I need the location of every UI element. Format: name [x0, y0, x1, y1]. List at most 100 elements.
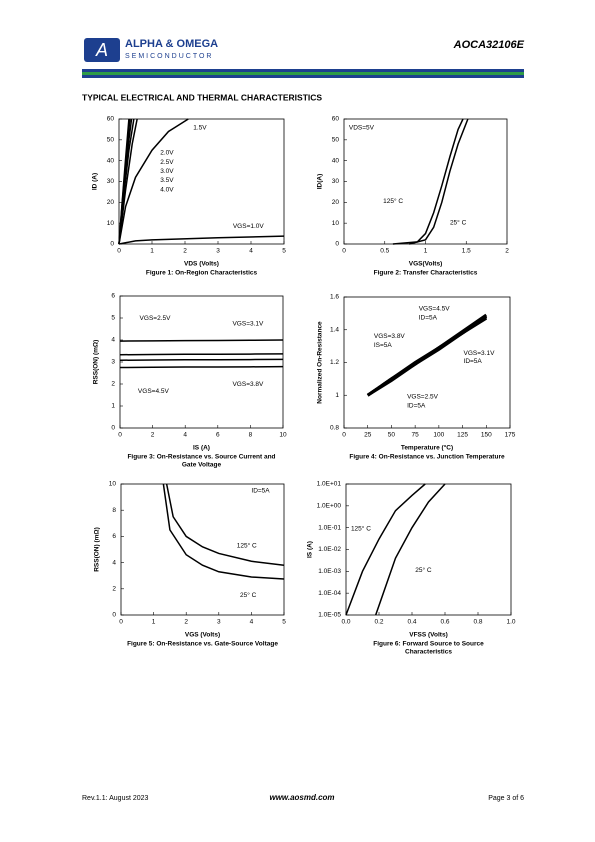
- annotation: VGS=3.8V: [232, 381, 264, 388]
- series-line: [119, 358, 284, 361]
- y-tick-label: 0.8: [330, 425, 339, 432]
- plot-frame: [119, 295, 284, 429]
- x-tick-label: 75: [412, 432, 420, 439]
- y-tick-label: 0: [112, 612, 116, 619]
- x-tick-label: 25: [364, 432, 372, 439]
- annotation: 25° C: [415, 566, 432, 574]
- y-tick-label: 1: [335, 392, 339, 399]
- part-number: AOCA32106E: [453, 39, 525, 51]
- x-tick-label: 4: [250, 619, 254, 626]
- y-axis-label: ID (A): [92, 173, 99, 190]
- annotation: 25° C: [240, 591, 257, 599]
- x-tick-label: 125: [457, 432, 468, 439]
- y-tick-label: 60: [332, 116, 340, 123]
- website: www.aosmd.com: [269, 793, 334, 802]
- x-tick-label: 2: [505, 248, 509, 255]
- logo-glyph: A: [95, 40, 108, 60]
- x-tick-label: 0.4: [407, 619, 416, 626]
- rule: [82, 72, 524, 75]
- x-tick-label: 2: [151, 432, 155, 439]
- y-tick-label: 1.0E-02: [318, 546, 341, 553]
- series-line: [366, 315, 488, 397]
- plot-frame: [343, 296, 511, 429]
- annotation: VGS=2.5V: [407, 393, 439, 400]
- y-axis-label: Normalized On-Resistance: [317, 321, 324, 404]
- annotation: VGS=4.5V: [138, 388, 170, 395]
- chart-title: Figure 1: On-Region Characteristics: [146, 270, 258, 277]
- annotation: 125° C: [351, 524, 371, 532]
- plot-frame: [343, 118, 508, 245]
- y-tick-label: 3: [111, 359, 115, 366]
- x-tick-label: 0: [118, 432, 122, 439]
- rule: [82, 69, 524, 72]
- y-tick-label: 1.4: [330, 326, 339, 333]
- y-tick-label: 1.6: [330, 294, 339, 301]
- plot-frame: [120, 483, 285, 616]
- company: ALPHA & OMEGA: [125, 38, 218, 50]
- x-tick-label: 175: [505, 432, 516, 439]
- chart-title: Figure 6: Forward Source to Source: [373, 641, 484, 648]
- chart-title: Figure 5: On-Resistance vs. Gate-Source …: [127, 641, 278, 648]
- x-axis-label: VGS (Volts): [185, 632, 220, 639]
- y-tick-label: 2: [112, 586, 116, 593]
- y-tick-label: 1: [111, 403, 115, 410]
- y-tick-label: 10: [109, 481, 117, 488]
- series-line: [165, 483, 285, 566]
- x-tick-label: 1: [152, 619, 156, 626]
- y-tick-label: 1.0E-04: [318, 590, 341, 597]
- series-line: [162, 483, 285, 580]
- annotation: IS=5A: [374, 342, 393, 349]
- x-tick-label: 1: [150, 248, 154, 255]
- x-tick-label: 8: [249, 432, 253, 439]
- plot-frame: [345, 483, 512, 616]
- annotation: ID=5A: [464, 358, 483, 365]
- rule: [82, 75, 524, 78]
- division: SEMICONDUCTOR: [125, 53, 213, 60]
- x-tick-label: 0.5: [380, 248, 389, 255]
- series-line: [118, 118, 189, 245]
- series-line: [345, 483, 426, 616]
- annotation: 125° C: [237, 541, 257, 549]
- y-tick-label: 5: [111, 315, 115, 322]
- series-line: [119, 365, 284, 369]
- y-tick-label: 10: [332, 220, 340, 227]
- x-tick-label: 0.8: [473, 619, 482, 626]
- annotation: VGS=3.1V: [464, 350, 496, 357]
- y-tick-label: 50: [107, 137, 115, 144]
- x-tick-label: 0.0: [341, 619, 350, 626]
- annotation: 3.5V: [160, 177, 174, 184]
- x-axis-label: VFSS (Volts): [409, 632, 448, 639]
- x-tick-label: 1.5: [462, 248, 471, 255]
- y-tick-label: 0: [111, 425, 115, 432]
- chart-title: Gate Voltage: [182, 462, 222, 469]
- annotation: 25° C: [450, 218, 467, 226]
- x-tick-label: 1: [424, 248, 428, 255]
- x-tick-label: 3: [217, 619, 221, 626]
- x-axis-label: IS (A): [193, 445, 210, 452]
- x-tick-label: 50: [388, 432, 396, 439]
- y-tick-label: 20: [332, 199, 340, 206]
- y-tick-label: 20: [107, 199, 115, 206]
- y-axis-label: RSS(ON) (mΩ): [93, 340, 100, 385]
- annotation: VDS=5V: [349, 124, 375, 131]
- chart-title: Figure 4: On-Resistance vs. Junction Tem…: [349, 454, 505, 461]
- annotation: 125° C: [383, 197, 403, 205]
- y-tick-label: 6: [111, 293, 115, 300]
- annotation: VGS=3.8V: [374, 333, 406, 340]
- y-axis-label: RSS(ON) (mΩ): [94, 527, 101, 572]
- y-tick-label: 1.0E+00: [317, 503, 342, 510]
- y-tick-label: 30: [332, 178, 340, 185]
- x-tick-label: 0.6: [440, 619, 449, 626]
- logo: [84, 38, 120, 62]
- series-line: [119, 353, 284, 356]
- annotation: 3.0V: [160, 168, 174, 175]
- x-tick-label: 4: [249, 248, 253, 255]
- y-tick-label: 0: [335, 241, 339, 248]
- x-tick-label: 5: [282, 248, 286, 255]
- revision: Rev.1.1: August 2023: [82, 795, 149, 802]
- x-tick-label: 1.0: [506, 619, 515, 626]
- y-tick-label: 40: [107, 157, 115, 164]
- y-tick-label: 4: [111, 337, 115, 344]
- annotation: VGS=1.0V: [233, 223, 265, 230]
